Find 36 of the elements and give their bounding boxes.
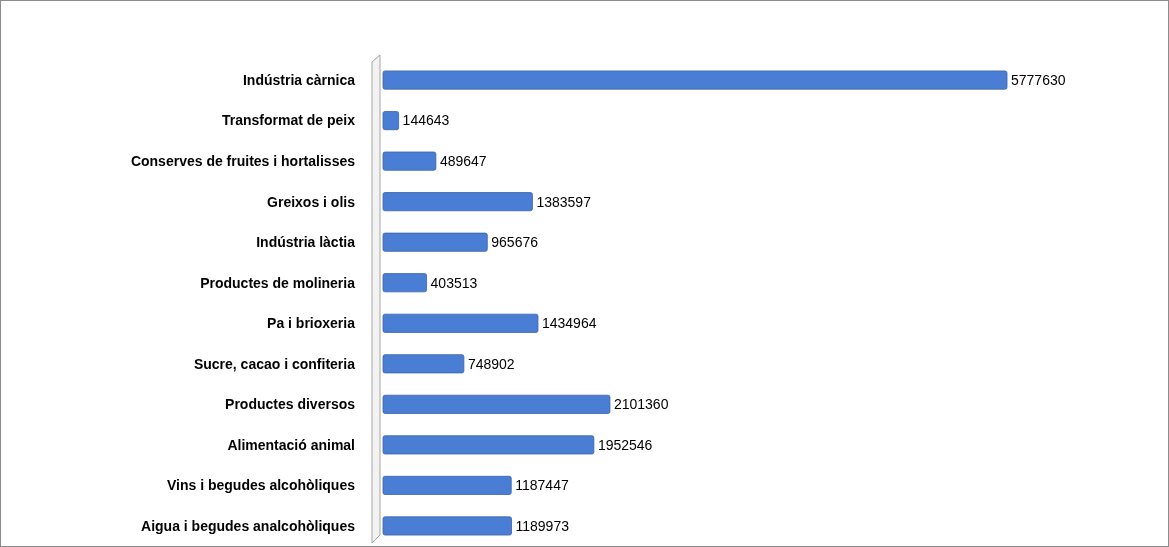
data-label: 1952546	[597, 436, 653, 453]
data-label: 1383597	[536, 193, 592, 210]
data-label: 403513	[430, 274, 478, 291]
bar	[382, 394, 611, 414]
y-tick-label: Indústria làctia	[256, 234, 356, 251]
data-label: 489647	[439, 153, 487, 170]
bar	[382, 273, 427, 293]
data-label: 144643	[402, 112, 450, 129]
y-tick-label: Productes de molineria	[200, 274, 356, 291]
y-tick-label: Productes diversos	[225, 396, 356, 413]
bar	[382, 435, 595, 455]
data-label: 1434964	[541, 315, 597, 332]
bar	[382, 475, 512, 495]
bar	[382, 151, 437, 171]
y-tick-label: Conserves de fruites i hortalisses	[130, 153, 356, 170]
y-tick-label: Aigua i begudes analcohòliques	[141, 517, 356, 534]
data-label: 1187447	[515, 477, 569, 494]
bar	[382, 70, 1008, 90]
bar	[382, 313, 539, 333]
data-label: 2101360	[613, 396, 669, 413]
data-label: 748902	[467, 355, 515, 372]
bar	[382, 354, 465, 374]
y-tick-label: Pa i brioxeria	[267, 315, 356, 332]
y-tick-label: Transformat de peix	[221, 112, 356, 129]
y-tick-label: Alimentació animal	[227, 436, 355, 453]
y-tick-label: Indústria càrnica	[242, 71, 356, 88]
data-label: 5777630	[1011, 71, 1066, 88]
y-tick-label: Sucre, cacao i confiteria	[193, 355, 356, 372]
bar	[382, 111, 400, 131]
bar	[382, 192, 533, 212]
data-label: 965676	[491, 234, 539, 251]
bar	[382, 232, 488, 252]
y-tick-label: Greixos i olis	[267, 193, 356, 210]
y-tick-label: Vins i begudes alcohòliques	[166, 477, 356, 494]
bar	[382, 516, 512, 536]
data-label: 1189973	[515, 517, 570, 534]
